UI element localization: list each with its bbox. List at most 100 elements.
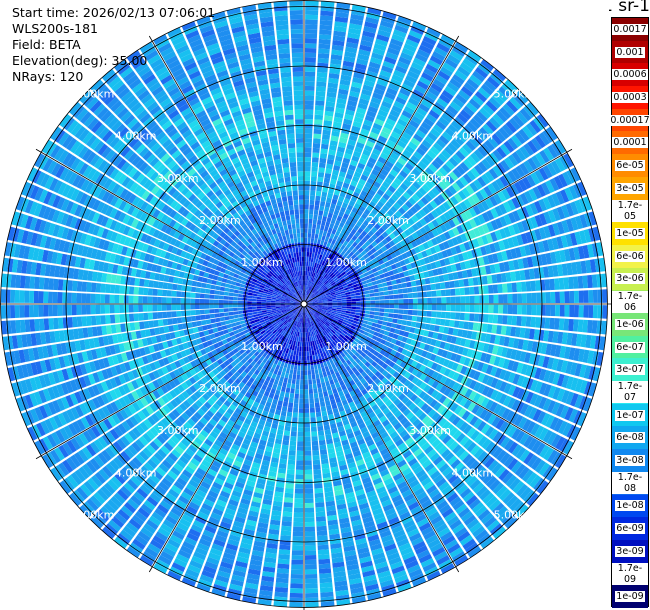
ray-bin [503,140,515,153]
ray-bin [566,332,573,346]
ray-bin [421,170,431,180]
ray-bin [492,113,505,126]
ray-bin [288,454,296,461]
ray-bin [317,269,322,275]
ray-bin [347,168,355,176]
ray-bin [374,237,382,245]
ray-bin [326,158,334,165]
ray-bin [525,316,532,327]
ray-bin [329,222,335,229]
ray-bin [363,119,373,127]
ray-bin [365,140,375,148]
ray-bin [381,238,389,246]
ray-bin [324,395,330,402]
ray-bin [342,60,355,68]
ray-bin [314,200,320,206]
ray-bin [340,312,346,315]
ray-bin [336,259,342,266]
ray-bin [334,288,340,292]
ray-bin [384,243,392,250]
ray-bin [289,393,295,399]
ray-bin [348,27,362,35]
ray-bin [361,35,375,43]
ray-bin [434,46,448,58]
ray-bin [389,327,396,333]
ray-bin [313,306,318,309]
ray-bin [360,128,370,136]
ray-bin [304,389,309,395]
ray-bin [294,393,299,399]
ray-bin [388,270,395,276]
ray-bin [507,224,516,236]
ray-bin [477,146,488,158]
ray-bin [364,247,371,254]
ray-bin [304,289,306,295]
ray-bin [538,227,547,240]
ray-bin [403,212,411,221]
ray-bin [336,200,343,207]
ray-bin [528,188,538,201]
ray-bin [374,275,381,281]
ray-bin [481,158,492,170]
ray-bin [327,301,333,303]
ray-bin [507,170,518,183]
ray-bin [342,252,349,259]
ray-bin [546,195,556,208]
ray-bin [496,252,504,262]
ray-bin [431,105,443,116]
ray-bin [279,415,286,421]
ray-bin [342,213,349,220]
ray-bin [502,294,508,304]
ray-bin [570,167,581,182]
ray-bin [315,411,322,418]
ray-bin [439,233,447,242]
ray-bin [320,10,334,17]
ray-bin [406,123,417,133]
ray-bin [409,66,422,76]
ray-bin [321,235,326,241]
ray-bin [326,275,331,281]
ray-bin [314,483,323,489]
ray-bin [403,79,416,89]
ray-bin [334,258,340,264]
ray-bin [393,309,399,314]
ray-bin [450,264,457,272]
ray-bin [315,506,325,513]
ray-bin [351,241,358,248]
ray-bin [468,321,474,331]
ray-bin [296,460,304,466]
ray-bin [277,558,290,565]
ray-bin [316,186,323,192]
ray-bin [449,101,462,112]
ray-bin [304,57,316,63]
ray-bin [354,146,363,154]
ray-bin [304,450,312,456]
ray-bin [404,200,413,209]
ray-bin [297,431,304,437]
ray-bin [438,116,450,127]
ray-bin [411,168,421,177]
ray-bin [281,406,288,412]
ray-bin [326,293,332,297]
ray-bin [435,170,445,180]
ray-bin [315,95,325,102]
ray-bin [401,110,413,119]
ray-bin [295,469,304,475]
ray-bin [297,441,304,447]
ray-bin [305,19,318,25]
ray-bin [311,440,319,447]
ray-bin [375,160,385,169]
ray-bin [318,289,324,293]
ray-bin [293,512,304,518]
ray-bin [379,273,386,279]
ray-bin [337,274,343,279]
ray-bin [431,160,441,170]
ray-bin [313,305,319,307]
ray-bin [354,250,361,257]
ray-bin [382,316,389,322]
ray-bin [444,127,456,138]
ray-bin [308,300,314,303]
ray-bin [435,318,441,325]
ray-bin [335,280,341,285]
ray-bin [412,333,419,341]
